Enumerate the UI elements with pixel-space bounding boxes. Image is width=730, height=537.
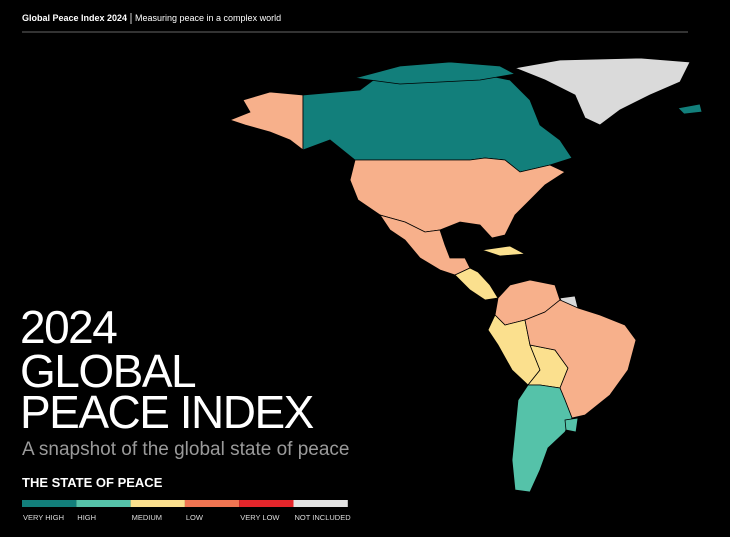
arctic-islands (354, 61, 517, 85)
canada (302, 69, 573, 173)
legend-label: LOW (186, 513, 204, 522)
header-title: Global Peace Index 2024 (22, 13, 127, 23)
map (228, 57, 703, 493)
legend-label: NOT INCLUDED (295, 513, 352, 522)
mexico (379, 214, 471, 276)
legend-swatch (184, 500, 240, 507)
alaska (228, 91, 304, 151)
argentina-chile (511, 384, 573, 493)
legend-label: VERY LOW (240, 513, 280, 522)
legend-swatch (130, 500, 185, 507)
legend-label: VERY HIGH (23, 513, 64, 522)
legend-swatch (22, 500, 77, 507)
central-america (454, 267, 499, 301)
brazil (524, 299, 637, 419)
legend-swatch (293, 500, 348, 507)
iceland (677, 103, 703, 115)
legend-swatch (239, 500, 294, 507)
legend-title: THE STATE OF PEACE (22, 475, 163, 490)
legend-label: HIGH (77, 513, 96, 522)
cover-title-line: GLOBAL (20, 345, 196, 397)
header-tagline: Measuring peace in a complex world (135, 13, 281, 23)
cover-title-line: 2024 (20, 301, 117, 353)
cover-title-line: PEACE INDEX (20, 386, 314, 438)
usa (349, 157, 566, 239)
uruguay (564, 417, 579, 433)
cover-subtitle: A snapshot of the global state of peace (22, 439, 349, 460)
legend-label: MEDIUM (132, 513, 162, 522)
legend-swatch (76, 500, 131, 507)
greenland (513, 57, 691, 126)
legend: VERY HIGH HIGH MEDIUM LOW VERY LOW NOT INCLUD… (22, 500, 351, 522)
caribbean (481, 245, 527, 257)
